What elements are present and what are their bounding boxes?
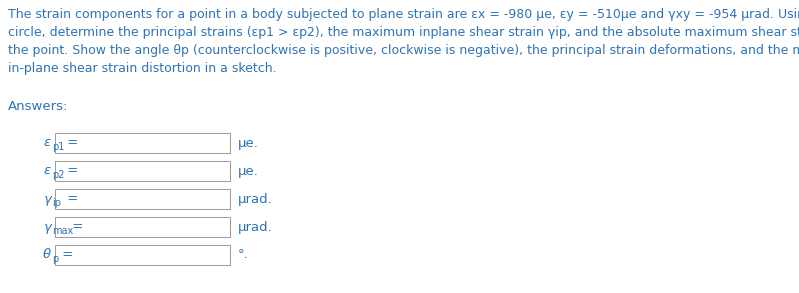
Text: μe.: μe. xyxy=(238,137,259,149)
Text: The strain components for a point in a body subjected to plane strain are εx = -: The strain components for a point in a b… xyxy=(8,8,799,21)
Text: circle, determine the principal strains (εp1 > εp2), the maximum inplane shear s: circle, determine the principal strains … xyxy=(8,26,799,39)
FancyBboxPatch shape xyxy=(55,133,230,153)
Text: °.: °. xyxy=(238,248,248,261)
Text: p1: p1 xyxy=(52,142,65,151)
Text: =: = xyxy=(58,248,73,261)
Text: θ: θ xyxy=(43,248,51,261)
Text: ε: ε xyxy=(44,164,51,178)
Text: γ: γ xyxy=(43,193,51,205)
Text: Answers:: Answers: xyxy=(8,100,69,113)
Text: μrad.: μrad. xyxy=(238,221,272,234)
Text: the point. Show the angle θp (counterclockwise is positive, clockwise is negativ: the point. Show the angle θp (counterclo… xyxy=(8,44,799,57)
Text: max: max xyxy=(52,226,74,236)
Text: μe.: μe. xyxy=(238,164,259,178)
FancyBboxPatch shape xyxy=(55,217,230,237)
Text: =: = xyxy=(63,164,78,178)
Text: ip: ip xyxy=(52,197,61,207)
Text: p: p xyxy=(52,253,58,263)
Text: ε: ε xyxy=(44,137,51,149)
Text: p2: p2 xyxy=(52,169,65,180)
Text: =: = xyxy=(63,193,78,205)
Text: in-plane shear strain distortion in a sketch.: in-plane shear strain distortion in a sk… xyxy=(8,62,276,75)
FancyBboxPatch shape xyxy=(55,189,230,209)
Text: =: = xyxy=(69,221,84,234)
Text: γ: γ xyxy=(43,221,51,234)
Text: =: = xyxy=(63,137,78,149)
FancyBboxPatch shape xyxy=(55,161,230,181)
Text: μrad.: μrad. xyxy=(238,193,272,205)
FancyBboxPatch shape xyxy=(55,245,230,265)
